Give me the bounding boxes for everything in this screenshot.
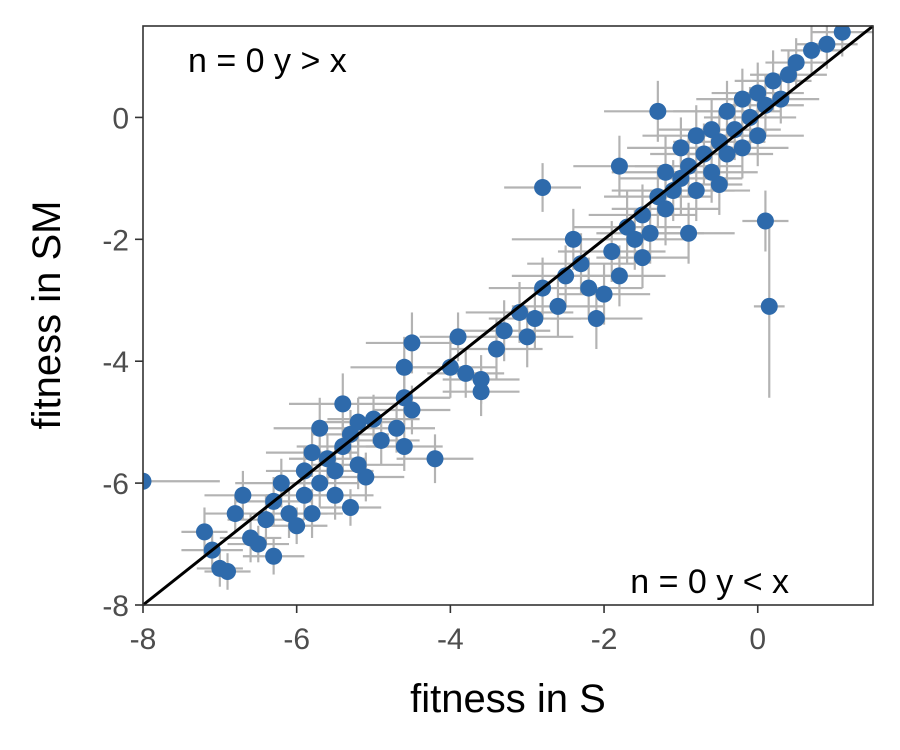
data-point xyxy=(626,230,644,248)
x-tick-label: -4 xyxy=(437,623,464,656)
data-point xyxy=(326,486,344,504)
data-point xyxy=(779,66,797,84)
identity-line xyxy=(142,24,874,607)
annotation-top-left: n = 0 y > x xyxy=(188,42,347,80)
y-axis-title: fitness in SM xyxy=(25,201,69,430)
data-point xyxy=(303,505,321,523)
data-point xyxy=(756,212,774,230)
data-point xyxy=(288,517,306,535)
data-point xyxy=(610,267,628,285)
data-point xyxy=(603,243,621,261)
x-axis: -8 -6 -4 -2 0 xyxy=(130,605,766,656)
data-point xyxy=(564,230,582,248)
data-point xyxy=(526,310,544,328)
data-point xyxy=(249,535,267,553)
annotation-bottom-right: n = 0 y < x xyxy=(630,563,789,601)
data-point xyxy=(311,474,329,492)
data-point xyxy=(718,102,736,120)
data-point xyxy=(710,175,728,193)
data-point xyxy=(657,163,675,181)
data-point xyxy=(749,84,767,102)
data-point xyxy=(357,468,375,486)
data-point xyxy=(764,72,782,90)
data-point xyxy=(395,438,413,456)
data-point xyxy=(818,35,836,53)
points-layer xyxy=(143,26,851,580)
data-point xyxy=(195,523,213,541)
data-point xyxy=(495,322,513,340)
data-point xyxy=(487,340,505,358)
data-point xyxy=(649,102,667,120)
data-point xyxy=(457,364,475,382)
data-point xyxy=(703,121,721,139)
data-point xyxy=(365,410,383,428)
data-point xyxy=(403,334,421,352)
data-point xyxy=(687,127,705,145)
data-point xyxy=(257,511,275,529)
data-point xyxy=(341,498,359,516)
data-point xyxy=(633,249,651,267)
data-point xyxy=(280,505,298,523)
data-point xyxy=(595,285,613,303)
y-axis: -8 -6 -4 -2 0 xyxy=(102,102,143,623)
plot-frame xyxy=(142,25,874,606)
data-point xyxy=(295,486,313,504)
data-point xyxy=(587,310,605,328)
data-point xyxy=(472,370,490,388)
data-point xyxy=(472,383,490,401)
data-point xyxy=(657,200,675,218)
data-point xyxy=(580,279,598,297)
data-point xyxy=(311,419,329,437)
data-point xyxy=(388,419,406,437)
x-tick-label: 0 xyxy=(749,623,766,656)
data-point xyxy=(749,127,767,145)
data-point xyxy=(265,547,283,565)
y-tick-label: -6 xyxy=(102,468,129,501)
data-point xyxy=(687,182,705,200)
data-point xyxy=(372,431,390,449)
data-point xyxy=(733,139,751,157)
data-point xyxy=(349,456,367,474)
data-point xyxy=(672,139,690,157)
data-point xyxy=(610,157,628,175)
data-point xyxy=(803,41,821,59)
data-point xyxy=(680,224,698,242)
data-point xyxy=(226,505,244,523)
data-point xyxy=(219,562,237,580)
data-point xyxy=(326,462,344,480)
data-point xyxy=(787,54,805,72)
data-point xyxy=(303,444,321,462)
data-point xyxy=(718,145,736,163)
y-tick-label: -2 xyxy=(102,224,129,257)
data-point xyxy=(395,358,413,376)
data-point xyxy=(403,401,421,419)
y-tick-label: 0 xyxy=(112,102,129,135)
data-point xyxy=(641,224,659,242)
data-point xyxy=(760,297,778,315)
data-point xyxy=(449,328,467,346)
y-tick-label: -4 xyxy=(102,346,129,379)
data-point xyxy=(703,163,721,181)
x-tick-label: -2 xyxy=(591,623,618,656)
data-point xyxy=(143,472,152,490)
data-point xyxy=(234,486,252,504)
data-point xyxy=(518,328,536,346)
x-tick-label: -6 xyxy=(283,623,310,656)
data-point xyxy=(549,297,567,315)
y-tick-label: -8 xyxy=(102,590,129,623)
x-axis-title: fitness in S xyxy=(410,677,606,721)
x-tick-label: -8 xyxy=(130,623,157,656)
data-point xyxy=(349,413,367,431)
data-point xyxy=(733,90,751,108)
data-point xyxy=(272,474,290,492)
data-point xyxy=(426,450,444,468)
data-point xyxy=(534,179,552,197)
data-point xyxy=(334,395,352,413)
data-point xyxy=(833,26,851,41)
